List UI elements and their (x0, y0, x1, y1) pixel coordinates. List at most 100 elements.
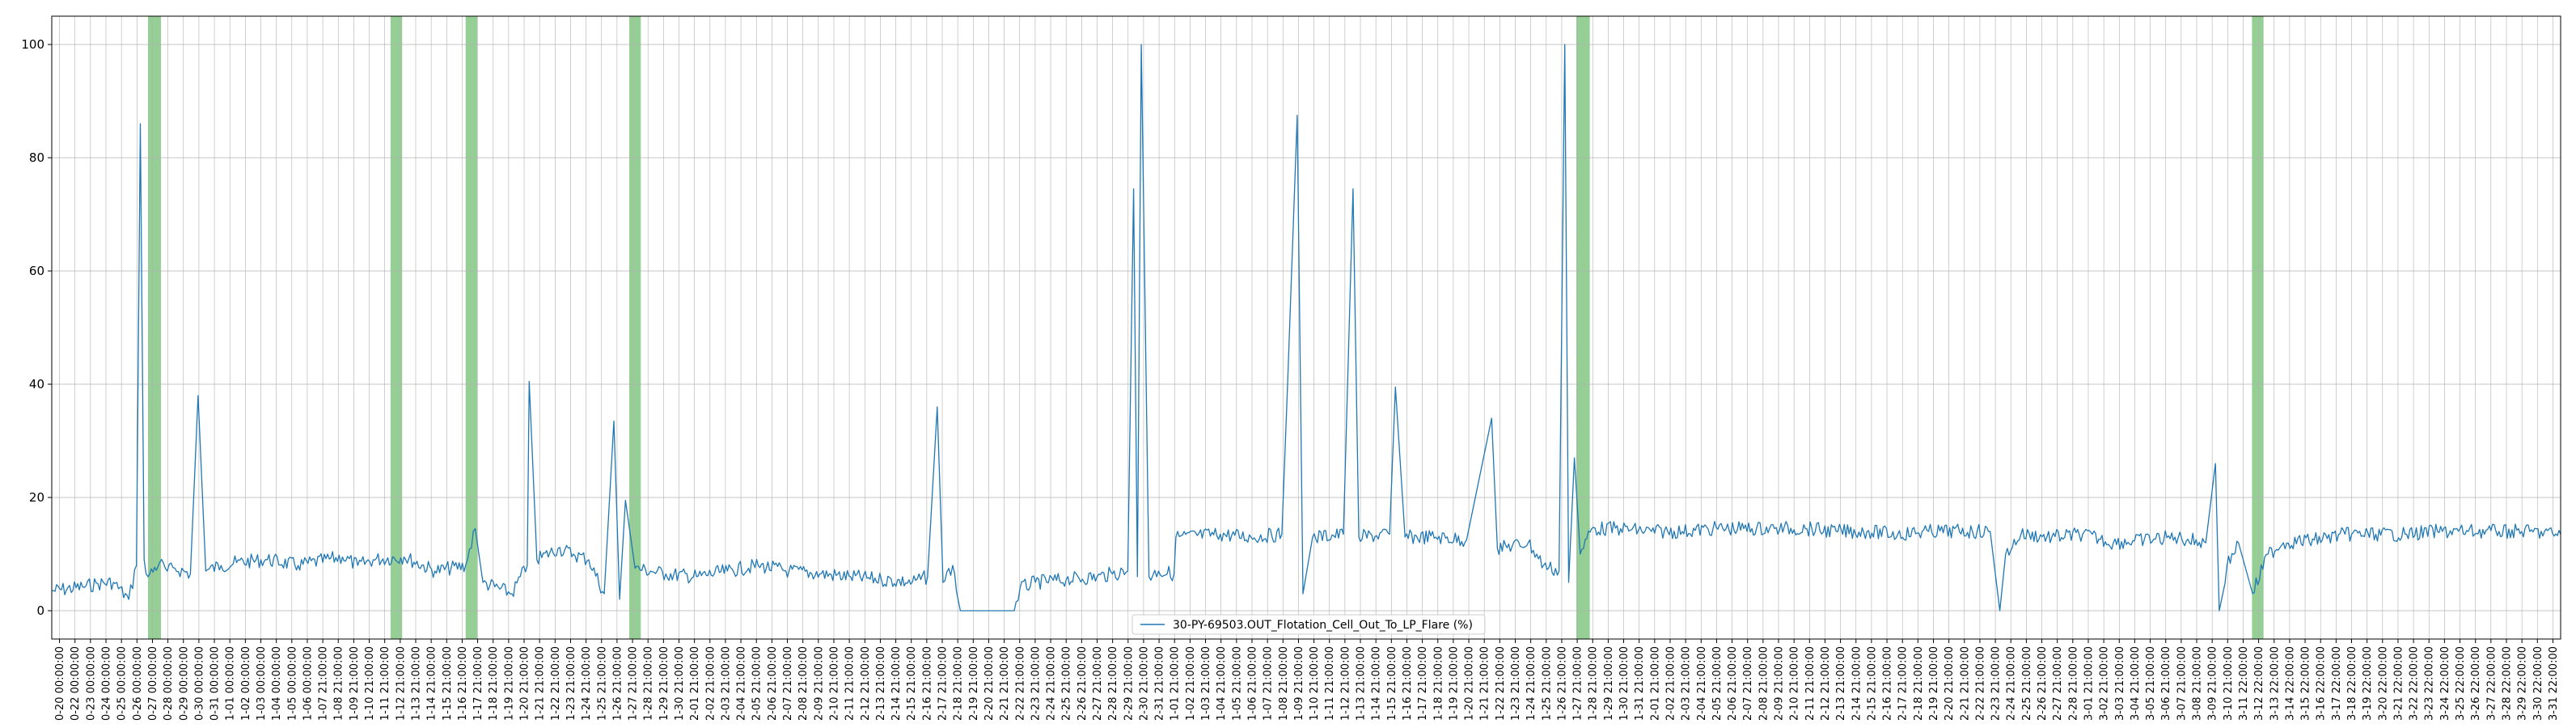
x-tick-label: 2-07 21:00:00 (782, 646, 794, 721)
x-tick-label: 1-18 21:00:00 (1432, 646, 1445, 721)
x-tick-label: 2-10 21:00:00 (828, 646, 840, 721)
x-tick-label: 2-28 21:00:00 (2067, 646, 2079, 721)
y-tick-label: 80 (29, 150, 44, 165)
legend: 30-PY-69503.OUT_Flotation_Cell_Out_To_LP… (1131, 614, 1486, 635)
x-tick-label: 3-31 22:00:00 (2548, 646, 2560, 721)
y-axis: 0 20 40 60 80 100 (21, 37, 52, 618)
x-tick-label: 1-12 21:00:00 (1339, 646, 1351, 721)
y-tick-label: 20 (29, 490, 44, 505)
x-tick-label: 1-21 21:00:00 (1479, 646, 1491, 721)
highlight-span-5 (2252, 16, 2264, 639)
x-tick-label: 2-01 21:00:00 (1649, 646, 1661, 721)
x-tick-label: 3-27 22:00:00 (2485, 646, 2498, 721)
y-tick-label: 40 (29, 377, 44, 392)
x-tick-label: 1-04 00:00:00 (271, 646, 283, 721)
x-tick-label: 2-18 21:00:00 (953, 646, 965, 721)
x-tick-label: 1-29 21:00:00 (1603, 646, 1615, 721)
x-tick-label: 1-02 21:00:00 (1185, 646, 1197, 721)
x-tick-label: 2-20 21:00:00 (983, 646, 996, 721)
x-tick-label: 1-14 21:00:00 (426, 646, 438, 721)
x-tick-label: 1-08 21:00:00 (1278, 646, 1290, 721)
legend-label: 30-PY-69503.OUT_Flotation_Cell_Out_To_LP… (1173, 619, 1473, 632)
x-tick-label: 2-11 21:00:00 (1804, 646, 1817, 721)
y-tick-label: 60 (29, 264, 44, 278)
x-tick-label: 1-22 21:00:00 (550, 646, 562, 721)
x-tick-label: 2-04 21:00:00 (736, 646, 748, 721)
x-tick-label: 2-09 21:00:00 (813, 646, 825, 721)
x-tick-label: 2-27 21:00:00 (1092, 646, 1104, 721)
x-tick-label: 0-23 00:00:00 (85, 646, 97, 721)
x-tick-label: 1-09 21:00:00 (1293, 646, 1305, 721)
x-tick-label: 1-28 21:00:00 (1588, 646, 1600, 721)
x-tick-label: 2-24 21:00:00 (1046, 646, 1058, 721)
x-tick-label: 2-22 21:00:00 (1014, 646, 1026, 721)
x-tick-label: 2-29 21:00:00 (1123, 646, 1135, 721)
x-tick-label: 1-27 21:00:00 (628, 646, 640, 721)
x-tick-label: 3-12 22:00:00 (2253, 646, 2265, 721)
x-tick-label: 1-31 21:00:00 (1634, 646, 1646, 721)
x-tick-label: 0-22 00:00:00 (70, 646, 82, 721)
x-tick-label: 1-19 21:00:00 (503, 646, 515, 721)
x-tick-label: 2-19 21:00:00 (1928, 646, 1940, 721)
x-tick-label: 3-14 22:00:00 (2284, 646, 2296, 721)
x-tick-label: 2-05 21:00:00 (751, 646, 763, 721)
x-tick-label: 1-08 21:00:00 (333, 646, 345, 721)
x-tick-label: 1-19 21:00:00 (1448, 646, 1460, 721)
x-tick-label: 1-11 21:00:00 (379, 646, 391, 721)
highlight-span-4 (1576, 16, 1590, 639)
x-tick-label: 2-02 21:00:00 (1664, 646, 1677, 721)
x-tick-label: 1-11 21:00:00 (1324, 646, 1336, 721)
y-tick-label: 0 (36, 603, 44, 618)
x-tick-label: 1-09 21:00:00 (349, 646, 361, 721)
x-tick-label: 2-03 21:00:00 (1681, 646, 1693, 721)
x-tick-label: 1-10 21:00:00 (364, 646, 376, 721)
x-tick-label: 1-20 21:00:00 (1464, 646, 1476, 721)
x-tick-label: 0-31 00:00:00 (209, 646, 222, 721)
x-tick-label: 1-24 21:00:00 (581, 646, 593, 721)
x-tick-label: 1-12 21:00:00 (395, 646, 407, 721)
x-tick-label: 1-30 21:00:00 (674, 646, 686, 721)
x-tick-label: 3-10 21:00:00 (2223, 646, 2235, 721)
x-tick-label: 2-01 21:00:00 (689, 646, 701, 721)
x-tick-label: 1-20 21:00:00 (519, 646, 531, 721)
x-tick-label: 3-05 21:00:00 (2145, 646, 2157, 721)
x-tick-label: 2-11 21:00:00 (844, 646, 857, 721)
x-tick-label: 1-26 21:00:00 (1556, 646, 1568, 721)
x-tick-label: 1-01 21:00:00 (1170, 646, 1182, 721)
x-tick-label: 3-04 21:00:00 (2130, 646, 2142, 721)
x-tick-label: 3-13 22:00:00 (2269, 646, 2281, 721)
x-tick-label: 1-24 21:00:00 (1525, 646, 1538, 721)
x-tick-label: 2-12 21:00:00 (1820, 646, 1832, 721)
x-tick-label: 2-27 21:00:00 (2052, 646, 2064, 721)
x-tick-label: 2-14 21:00:00 (890, 646, 903, 721)
x-tick-label: 2-05 21:00:00 (1711, 646, 1724, 721)
x-tick-label: 2-13 21:00:00 (1835, 646, 1847, 721)
x-tick-label: 3-20 22:00:00 (2377, 646, 2389, 721)
series-line-0 (51, 44, 2561, 612)
x-tick-label: 2-04 21:00:00 (1696, 646, 1708, 721)
x-tick-label: 0-24 00:00:00 (101, 646, 113, 721)
x-tick-label: 1-23 21:00:00 (1510, 646, 1522, 721)
x-tick-label: 2-16 21:00:00 (1882, 646, 1894, 721)
x-tick-label: 2-28 21:00:00 (1107, 646, 1119, 721)
x-tick-label: 3-25 22:00:00 (2455, 646, 2467, 721)
x-tick-label: 3-23 22:00:00 (2424, 646, 2436, 721)
x-tick-label: 1-06 21:00:00 (1246, 646, 1258, 721)
highlight-span-0 (148, 16, 162, 639)
x-tick-label: 0-20 00:00:00 (54, 646, 66, 721)
highlight-span-2 (465, 16, 477, 639)
x-tick-label: 3-29 22:00:00 (2517, 646, 2529, 721)
x-tick-label: 2-06 21:00:00 (1727, 646, 1739, 721)
x-tick-label: 1-22 21:00:00 (1495, 646, 1507, 721)
x-tick-label: 1-28 21:00:00 (643, 646, 655, 721)
x-tick-label: 1-03 00:00:00 (256, 646, 268, 721)
x-tick-label: 1-02 00:00:00 (240, 646, 252, 721)
x-tick-label: 2-31 21:00:00 (1154, 646, 1166, 721)
x-tick-label: 1-05 00:00:00 (286, 646, 298, 721)
x-tick-label: 0-30 00:00:00 (193, 646, 205, 721)
y-tick-label: 100 (21, 37, 44, 52)
x-tick-label: 3-01 21:00:00 (2083, 646, 2095, 721)
x-tick-label: 0-28 00:00:00 (163, 646, 175, 721)
x-tick-label: 2-19 21:00:00 (968, 646, 980, 721)
